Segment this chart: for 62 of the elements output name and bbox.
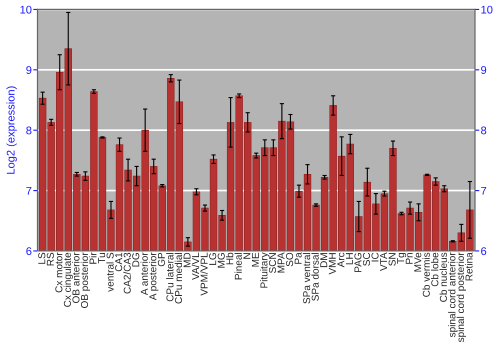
x-tick-label: LG [209,253,216,265]
y-tick-label: 10 [20,6,32,14]
y2-tick-label: 8 [481,126,486,134]
x-tick-label: A posterior [149,252,158,300]
x-tick-label: Cx cingulate [64,252,73,307]
x-tick-label: spinal cord posterior [456,252,466,342]
x-tick-label: LH [346,253,353,264]
x-tick-label: Tu [98,253,106,264]
x-tick-label: CA2/CA3 [123,252,131,294]
y-tick-label: 7 [26,186,32,195]
x-tick-label: Pir [89,252,96,264]
x-tick-label: SC [362,252,370,266]
x-tick-label: RS [46,252,54,266]
x-tick-label: Cb nucleus [440,252,447,302]
y2-tick-label: 6 [481,247,486,256]
x-tick-label: VA/VL [192,252,200,280]
y2-tick-label: 9 [481,66,486,74]
x-tick-label: Cx motor [55,252,62,292]
x-tick-label: spinal cord anterior [448,252,458,338]
x-tick-label: Retina [465,252,473,280]
x-tick-label: OB posterior [80,252,90,308]
x-tick-label: ME [252,252,259,267]
x-tick-label: Arc [337,252,344,268]
x-tick-label: VTA [380,252,388,272]
x-tick-label: DM [320,253,328,268]
x-tick-label: SN [388,253,396,266]
x-tick-label: ventral S [106,252,114,292]
x-tick-label: MG [218,253,225,268]
y-axis-title: Log2 (expression) [6,86,17,174]
x-tick-label: CA1 [115,252,122,272]
x-tick-label: SO [286,252,294,266]
x-tick-label: MPA [278,252,284,272]
x-tick-label: Pineal [234,253,242,280]
x-tick-label: VPM/VPL [200,252,208,296]
x-tick-label: SCN [268,253,276,273]
x-tick-label: Hb [226,252,234,264]
x-tick-label: CPu lateral [166,253,174,302]
x-tick-label: DG [132,253,140,267]
x-tick-label: A anterior [140,252,148,296]
x-tick-label: PAG [354,253,362,272]
y-tick-label: 6 [26,247,32,256]
x-tick-label: GP [158,252,165,266]
x-tick-label: SPa ventral [302,253,310,304]
x-tick-label: Pn [406,252,413,264]
x-tick-label: MVe [414,252,422,272]
x-tick-label: IC [371,252,379,262]
y2-tick-label: 10 [481,6,492,14]
y-tick-label: 8 [26,126,32,134]
x-tick-label: Tg [397,252,406,264]
x-tick-label: Cb lobe [431,252,438,286]
x-tick-label: Cb vermis [422,252,430,297]
x-tick-label: Pituitary [260,252,270,288]
y-tick-label: 9 [26,66,32,74]
x-tick-label: MD [184,252,190,268]
x-tick-label: LS [38,252,46,264]
x-tick-label: CPu medial [174,253,182,304]
x-tick-label: OB anterior [72,252,80,303]
x-tick-label: SPa dorsal [311,253,319,301]
x-tick-label: Pa [294,252,302,264]
x-tick-label: VMH [328,253,336,275]
y2-tick-label: 7 [481,186,486,195]
x-tick-label: N [243,253,250,259]
